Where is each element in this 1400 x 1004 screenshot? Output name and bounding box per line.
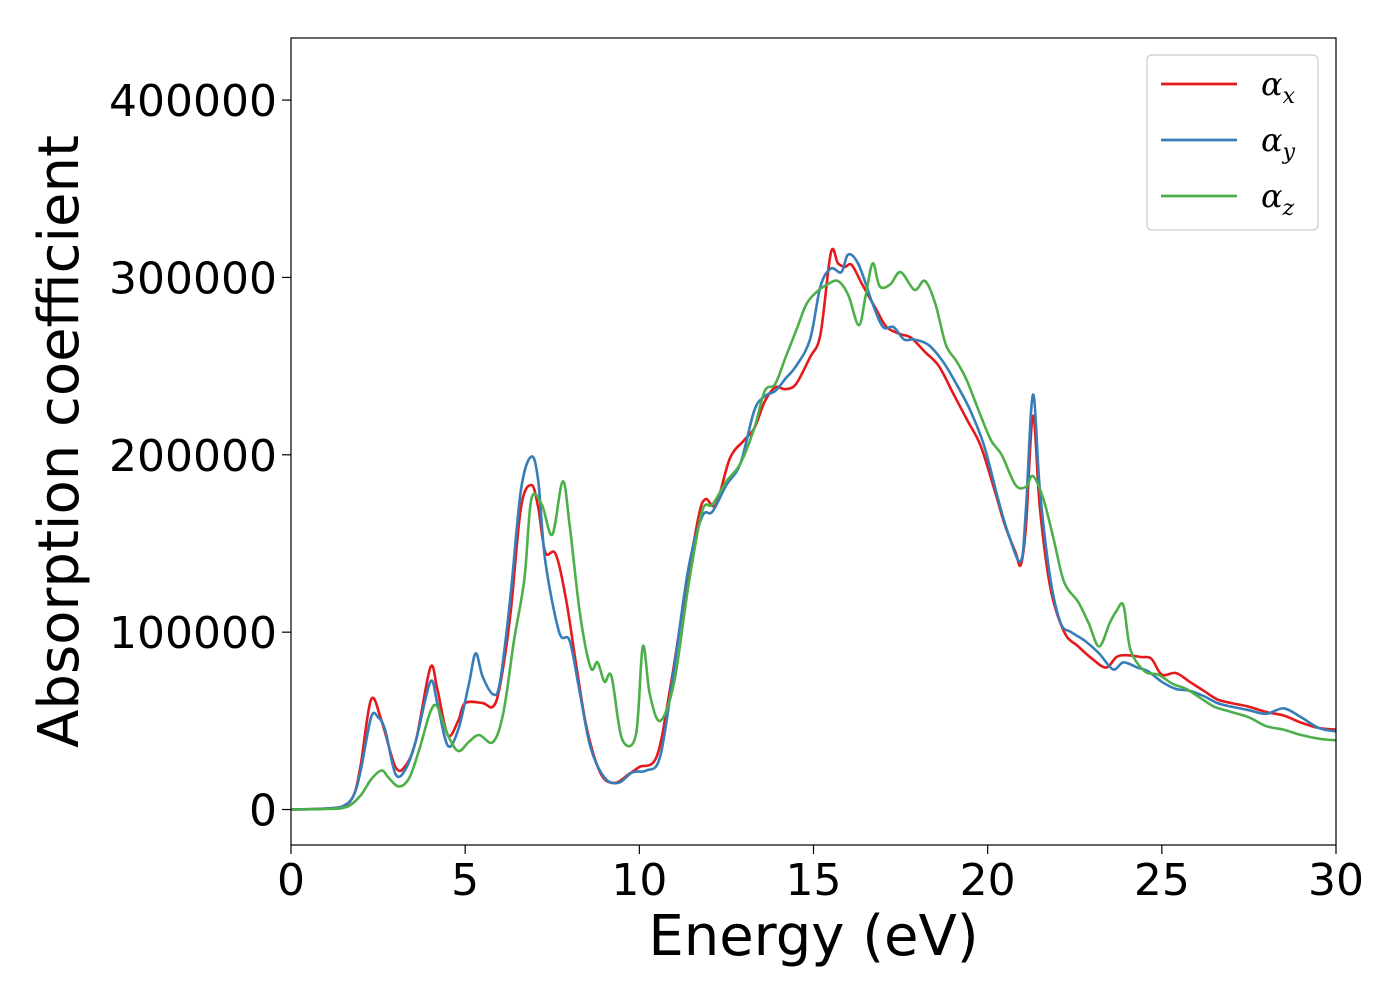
legend-label-x: αx [1261, 65, 1296, 109]
x-tick-label: 25 [1134, 855, 1190, 906]
x-tick-label: 10 [611, 855, 667, 906]
x-tick-label: 30 [1308, 855, 1364, 906]
legend-label-z: αz [1261, 177, 1295, 221]
y-axis: 0 100000 200000 300000 400000 [109, 76, 291, 837]
y-axis-label: Absorption coefficient [27, 135, 92, 748]
x-axis-label: Energy (eV) [648, 904, 978, 969]
x-tick-label: 0 [277, 855, 305, 906]
series-line-z [291, 261, 1336, 811]
x-tick-label: 20 [960, 855, 1016, 906]
series-line-y [291, 252, 1336, 811]
series-line-x [291, 247, 1336, 811]
legend-box [1146, 54, 1319, 231]
series-layer [291, 247, 1336, 811]
y-tick-label: 400000 [109, 76, 277, 127]
x-tick-label: 5 [451, 855, 479, 906]
y-tick-label: 200000 [109, 431, 277, 482]
x-axis: 0 5 10 15 20 25 30 [277, 845, 1364, 906]
legend: αx αy αz [1146, 54, 1319, 231]
y-tick-label: 0 [249, 786, 277, 837]
legend-label-y: αy [1261, 121, 1296, 165]
x-tick-label: 15 [786, 855, 842, 906]
y-tick-label: 300000 [109, 253, 277, 304]
y-tick-label: 100000 [109, 608, 277, 659]
